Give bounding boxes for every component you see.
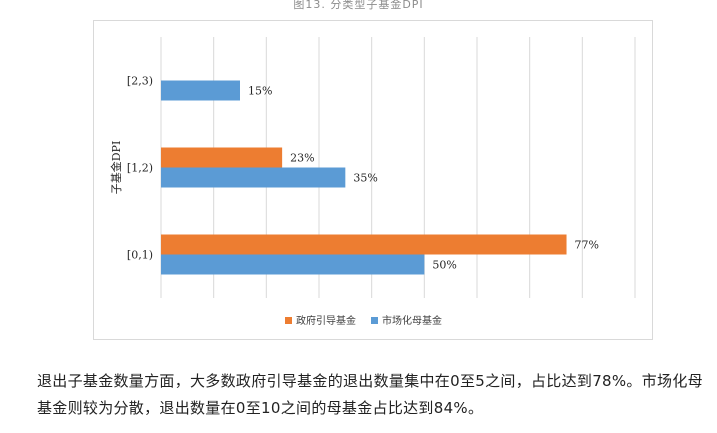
- y-axis-label: 子基金DPI: [109, 141, 123, 195]
- bar-series0-0-1: [161, 234, 567, 255]
- body-paragraph: 退出子基金数量方面，大多数政府引导基金的退出数量集中在0至5之间，占比达到78%…: [37, 372, 703, 417]
- legend-label-series0: 政府引导基金: [296, 314, 356, 327]
- legend-label-series1: 市场化母基金: [382, 314, 442, 327]
- category-label-2-3: [2,3): [127, 75, 153, 88]
- bar-series1-1-2: [161, 167, 346, 188]
- legend-swatch-series0: [285, 317, 292, 324]
- figure-caption: 图13. 分类型子基金DPI: [293, 0, 424, 11]
- bar-series1-0-1: [161, 254, 425, 275]
- data-label-series1-2-3: 15%: [248, 85, 272, 98]
- category-label-0-1: [0,1): [127, 249, 153, 262]
- data-label-series1-0-1: 50%: [432, 259, 456, 272]
- data-label-series0-1-2: 23%: [290, 152, 314, 165]
- data-label-series1-1-2: 35%: [353, 172, 377, 185]
- legend-swatch-series1: [371, 317, 378, 324]
- data-label-series0-0-1: 77%: [575, 239, 599, 252]
- bar-chart: [2,3) 15% [1,2) 23% 35% [0,1) 77% 50% 子基金DPI 政府引导…: [109, 37, 636, 327]
- chart-frame: [2,3) 15% [1,2) 23% 35% [0,1) 77% 50% 子基金DPI 政府引导…: [93, 20, 653, 340]
- bar-series1-2-3: [161, 80, 240, 101]
- category-label-1-2: [1,2): [127, 162, 153, 175]
- bar-series0-1-2: [161, 147, 283, 168]
